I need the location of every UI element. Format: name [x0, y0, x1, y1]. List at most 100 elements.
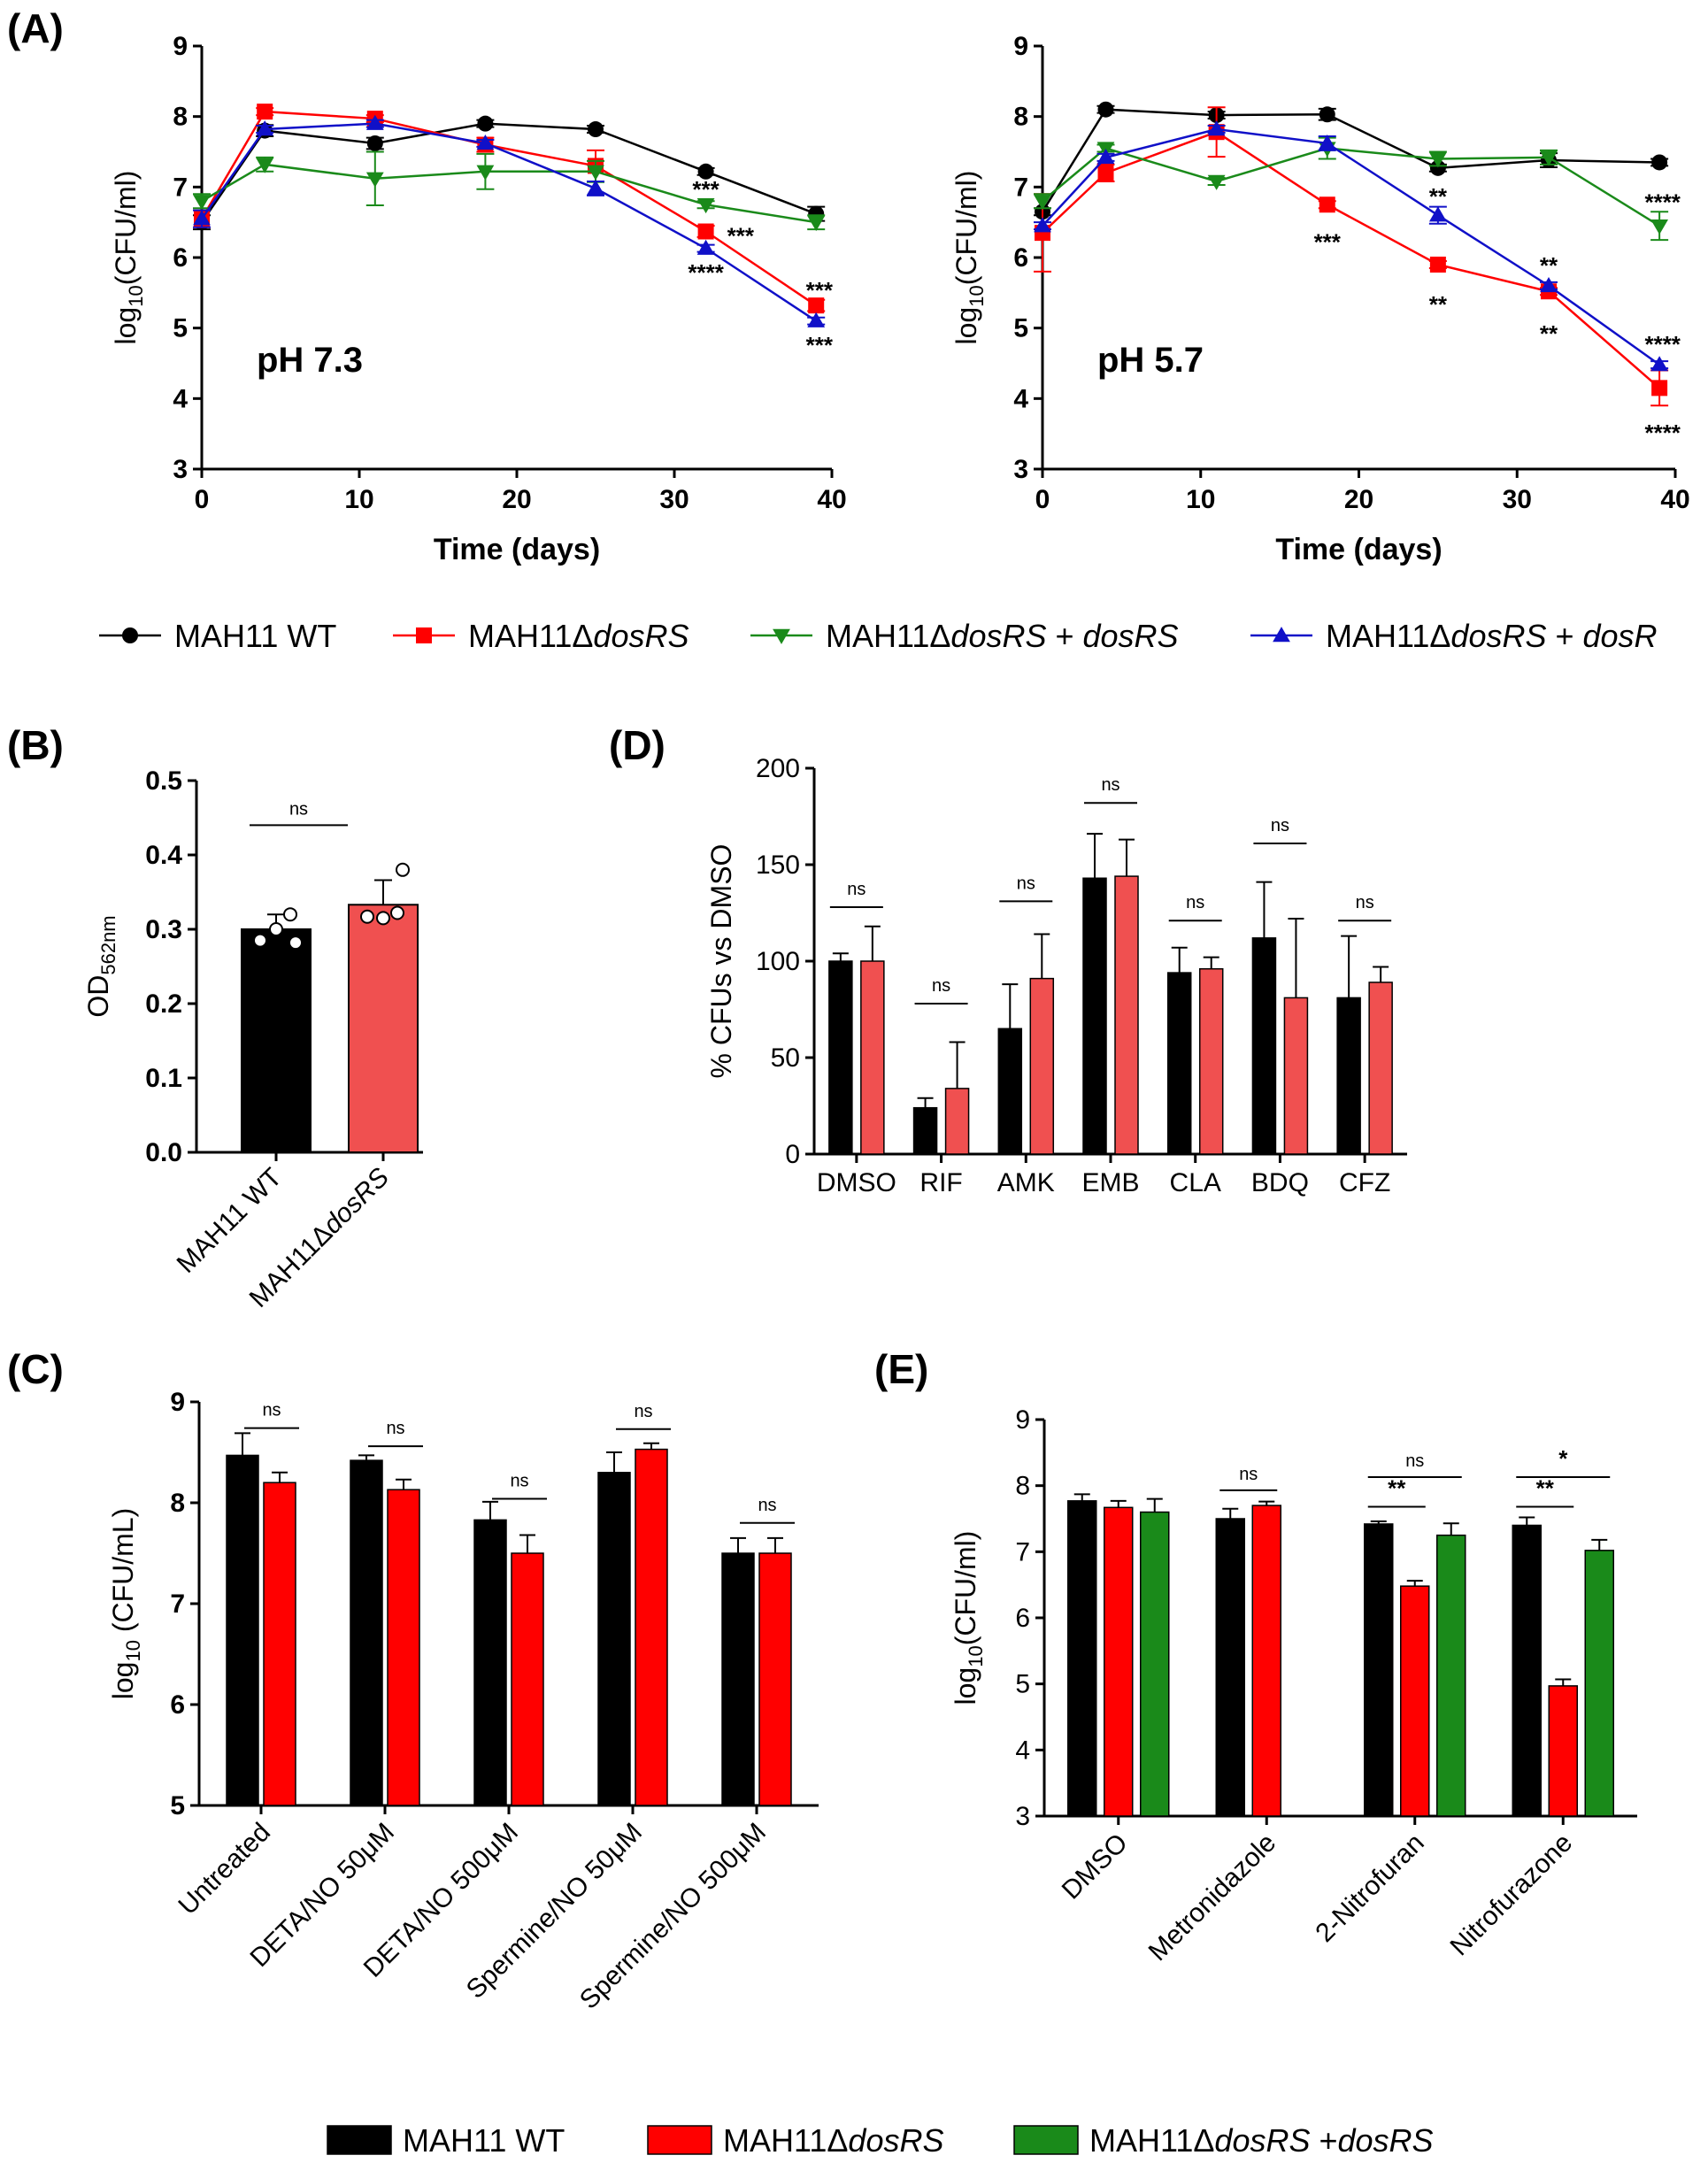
panel-a1-significance-label: ***: [692, 176, 719, 203]
panel-e-category-label: 2-Nitrofuran: [1310, 1828, 1429, 1948]
panel-d-y-title: % CFUs vs DMSO: [705, 844, 737, 1079]
panel-d-significance-label: ns: [1101, 775, 1119, 795]
panel-a2-data-point: [1429, 159, 1446, 176]
panel-b-data-point: [253, 933, 267, 948]
panel-c-bar: [597, 1472, 631, 1806]
legend-bottom-label: MAH11ΔdosRS +dosRS: [1089, 2122, 1434, 2159]
panel-b-data-point: [289, 935, 303, 951]
legend-bottom-swatch: [327, 2125, 392, 2155]
panel-e-bar: [1067, 1500, 1097, 1817]
panel-c-y-tick-label: 8: [170, 1489, 185, 1518]
panel-e-y-tick-label: 5: [1015, 1670, 1030, 1699]
panel-a1-data-point: [697, 223, 714, 240]
panel-e-bar: [1436, 1534, 1466, 1817]
panel-d-significance-label: ns: [932, 976, 950, 996]
panel-e-significance-label: **: [1536, 1475, 1555, 1502]
panel-b-data-point: [376, 911, 390, 926]
panel-a1-data-point: [588, 121, 604, 138]
panel-a1-significance-label: ***: [727, 223, 755, 250]
panel-b-significance-label: ns: [289, 799, 308, 819]
panel-a2-significance-label: ****: [1644, 420, 1681, 446]
panel-c-significance-label: ns: [386, 1419, 404, 1438]
panel-b-y-tick-label: 0.2: [145, 989, 182, 1019]
panel-label-a: (A): [7, 5, 64, 51]
panel-c-y-tick-label: 9: [170, 1388, 185, 1417]
panel-e-category-label: Nitrofurazone: [1445, 1828, 1579, 1962]
panel-c-significance-label: ns: [634, 1402, 652, 1421]
panel-d-category-label: AMK: [997, 1168, 1055, 1197]
panel-a2-data-point: [1207, 174, 1226, 190]
panel-e-bar: [1364, 1523, 1394, 1817]
panel-e-bar: [1251, 1505, 1281, 1817]
panel-d-significance-label: ns: [1271, 816, 1289, 835]
panel-d-bar: [912, 1106, 938, 1155]
panel-a2-annotation: pH 5.7: [1097, 341, 1204, 380]
legend-top-label: MAH11ΔdosRS: [468, 618, 689, 654]
panel-d-bar: [1082, 877, 1107, 1155]
panel-a1-data-point: [587, 165, 604, 181]
panel-a1-x-tick-label: 30: [659, 485, 689, 514]
panel-a2-y-tick-label: 4: [1013, 384, 1028, 413]
panel-a2-data-point: [1097, 101, 1114, 118]
legend-top-marker: [773, 628, 790, 644]
panel-a1-data-point: [696, 239, 715, 255]
panel-c-bar: [473, 1519, 507, 1806]
panel-c-bar: [511, 1552, 544, 1806]
panel-d-category-label: EMB: [1081, 1168, 1139, 1197]
panel-a1-x-tick-label: 10: [344, 485, 373, 514]
panel-a1-data-point: [193, 195, 211, 211]
panel-e-significance-label: ns: [1239, 1465, 1258, 1484]
panel-b-y-tick-label: 0.1: [145, 1064, 182, 1093]
legend-bottom-label: MAH11ΔdosRS: [723, 2122, 943, 2159]
panel-c-bar: [635, 1448, 668, 1806]
panel-c-category-label: Untreated: [173, 1818, 275, 1921]
panel-label-b: (B): [7, 722, 64, 768]
panel-a1-y-tick-label: 9: [173, 32, 188, 61]
panel-a2-series-line: [1041, 108, 1660, 212]
legend-top-label: MAH11 WT: [174, 618, 336, 654]
panel-e-bar: [1584, 1550, 1614, 1817]
panel-c-bar: [387, 1489, 420, 1806]
panel-e-category-label: Metronidazole: [1143, 1828, 1282, 1967]
panel-a2-y-tick-label: 8: [1013, 103, 1028, 132]
panel-d-y-tick-label: 150: [756, 851, 800, 880]
panel-b-y-tick-label: 0.5: [145, 766, 182, 796]
panel-a1-series-line: [201, 163, 817, 224]
panel-b-y-tick-label: 0.4: [145, 841, 182, 870]
panel-d-category-label: CLA: [1170, 1168, 1221, 1197]
legend-top-label: MAH11ΔdosRS + dosRS: [826, 618, 1179, 654]
panel-a2-y-tick-label: 7: [1013, 173, 1028, 202]
panel-a1-y-tick-label: 3: [173, 455, 188, 484]
panel-c-y-title: log10 (CFU/mL): [107, 1508, 144, 1700]
panel-d-significance-label: ns: [1017, 874, 1035, 893]
panel-b-y-tick-label: 0.3: [145, 915, 182, 944]
panel-a1-y-tick-label: 6: [173, 243, 188, 273]
panel-c-bar: [758, 1552, 792, 1806]
panel-e-y-tick-label: 6: [1015, 1604, 1030, 1633]
legend-top-label: MAH11ΔdosRS + dosR: [1326, 618, 1658, 654]
panel-e-significance-label: **: [1388, 1475, 1406, 1502]
panel-a1-data-point: [256, 120, 274, 136]
panel-b-y-title: OD562nm: [82, 915, 119, 1017]
panel-d-significance-label: ns: [847, 880, 866, 899]
panel-a1-y-tick-label: 4: [173, 384, 188, 413]
panel-e-y-tick-label: 3: [1015, 1802, 1030, 1831]
panel-a2-data-point: [1097, 165, 1114, 181]
panel-a1-data-point: [696, 198, 715, 214]
panel-b-data-point: [269, 922, 283, 936]
panel-a1-data-point: [476, 135, 495, 150]
panel-e-bar: [1512, 1524, 1542, 1817]
panel-a1-data-point: [807, 312, 826, 327]
panel-a2-x-tick-label: 40: [1660, 485, 1689, 514]
legend-top-marker: [416, 627, 432, 643]
panel-d-y-tick-label: 100: [756, 947, 800, 976]
panel-a2-x-tick-label: 10: [1186, 485, 1215, 514]
panel-label-c: (C): [7, 1346, 64, 1392]
panel-d-bar: [828, 960, 853, 1155]
panel-a1-significance-label: ***: [806, 277, 834, 304]
panel-c-bar: [263, 1482, 296, 1806]
panel-a1-data-point: [256, 158, 274, 173]
panel-a2-significance-label: **: [1540, 252, 1558, 279]
panel-a2-significance-label: **: [1540, 320, 1558, 347]
